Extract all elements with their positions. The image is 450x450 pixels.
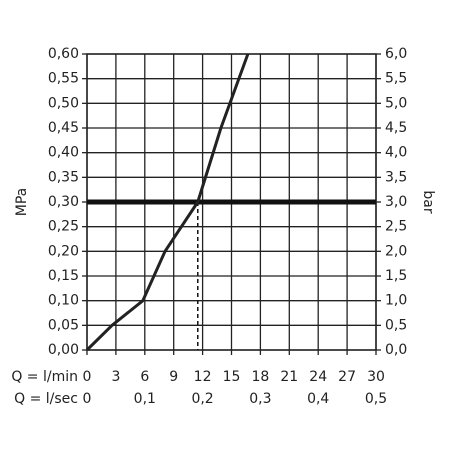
x2-tick-label: 0,2: [191, 391, 213, 407]
y-tick-label: 0,35: [48, 169, 79, 185]
x-tick-label: 12: [194, 369, 212, 385]
y-tick-label: 0,40: [48, 145, 79, 161]
x-tick-label: 27: [338, 369, 356, 385]
y2-tick-label: 0,0: [385, 342, 407, 358]
x-tick-label: 24: [309, 369, 327, 385]
x2-tick-label: 0,3: [249, 391, 271, 407]
y2-tick-label: 2,5: [385, 219, 407, 235]
x2-tick-label: 0: [83, 391, 92, 407]
y2-tick-label: 1,0: [385, 293, 407, 309]
y2-tick-label: 2,0: [385, 243, 407, 259]
x-tick-label: 18: [251, 369, 269, 385]
y-tick-label: 0,55: [48, 71, 79, 87]
y2-tick-label: 1,5: [385, 268, 407, 284]
y2-tick-label: 4,0: [385, 145, 407, 161]
y-tick-label: 0,45: [48, 120, 79, 136]
y-tick-label: 0,00: [48, 342, 79, 358]
y-tick-label: 0,30: [48, 194, 79, 210]
x2-tick-label: 0,1: [134, 391, 156, 407]
y-tick-label: 0,50: [48, 95, 79, 111]
x-tick-label: 3: [111, 369, 120, 385]
y2-axis-label: bar: [420, 190, 436, 213]
x-tick-label: 9: [169, 369, 178, 385]
y2-tick-label: 4,5: [385, 120, 407, 136]
y-tick-label: 0,20: [48, 243, 79, 259]
y2-tick-label: 6,0: [385, 46, 407, 62]
x2-tick-label: 0,5: [365, 391, 387, 407]
x-tick-label: 15: [223, 369, 241, 385]
x2-tick-label: 0,4: [307, 391, 329, 407]
x2-axis-label: Q = l/sec: [14, 391, 78, 407]
y-tick-label: 0,15: [48, 268, 79, 284]
y2-tick-label: 5,5: [385, 71, 407, 87]
y2-tick-label: 3,0: [385, 194, 407, 210]
x-tick-label: 6: [140, 369, 149, 385]
curve: [85, 53, 250, 352]
y-tick-label: 0,60: [48, 46, 79, 62]
y2-tick-label: 3,5: [385, 169, 407, 185]
y2-tick-label: 5,0: [385, 95, 407, 111]
y2-tick-label: 0,5: [385, 317, 407, 333]
x-axis-label: Q = l/min: [11, 369, 78, 385]
y-tick-label: 0,10: [48, 293, 79, 309]
x-tick-label: 30: [367, 369, 385, 385]
x-tick-label: 21: [280, 369, 298, 385]
y-tick-label: 0,25: [48, 219, 79, 235]
x-tick-label: 0: [83, 369, 92, 385]
y-axis-label: MPa: [14, 188, 30, 216]
y-tick-label: 0,05: [48, 317, 79, 333]
